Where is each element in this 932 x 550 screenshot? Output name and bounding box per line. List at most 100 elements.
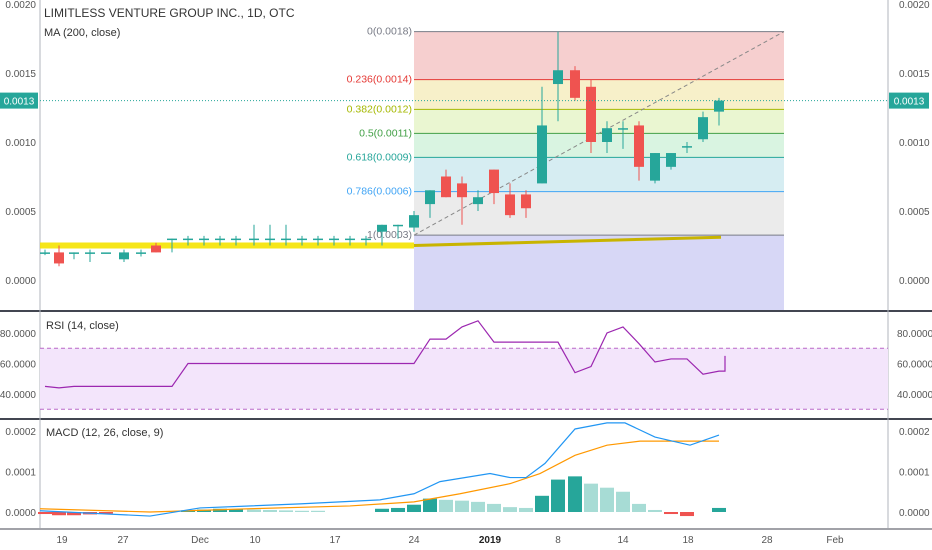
candle-body: [215, 238, 225, 241]
symbol-title: LIMITLESS VENTURE GROUP INC., 1D, OTC: [44, 6, 295, 20]
candle-body: [553, 70, 563, 85]
macd-histogram-bar: [664, 512, 678, 515]
macd-histogram-bar: [52, 512, 66, 516]
time-axis-label: 8: [555, 535, 561, 546]
macd-histogram-bar: [584, 483, 598, 512]
candle-body: [505, 194, 515, 216]
ma-legend: MA (200, close): [44, 27, 121, 39]
current-price-badge-left: [0, 92, 38, 109]
candle-body: [682, 146, 692, 148]
candle-body: [393, 224, 403, 227]
macd-histogram-bar: [680, 512, 694, 517]
fib-zone: [414, 31, 784, 80]
fib-zone: [414, 109, 784, 134]
current-price-badge-text: 0.0013: [4, 97, 35, 108]
macd-histogram-bar: [648, 509, 662, 512]
macd-histogram-bar: [616, 491, 630, 512]
candle-body: [151, 245, 161, 253]
candle-body: [409, 215, 419, 228]
time-axis-label: 17: [329, 535, 341, 546]
macd-histogram-bar: [263, 509, 277, 512]
candle-body: [119, 252, 129, 260]
candle-body: [441, 176, 451, 198]
macd-line: [39, 422, 720, 517]
time-axis-label: Feb: [826, 535, 844, 546]
macd-histogram-bar: [375, 508, 389, 512]
price-axis-tick-right: 0.0015: [899, 69, 930, 80]
candle-body: [265, 238, 275, 241]
candle-body: [249, 238, 259, 241]
fib-zone-extension: [414, 235, 784, 310]
rsi-band: [40, 348, 888, 410]
time-axis-label: 10: [249, 535, 261, 546]
rsi-line: [44, 320, 726, 389]
rsi-axis-tick-right: 40.0000: [897, 390, 932, 401]
rsi-axis-tick-left: 80.0000: [0, 329, 36, 340]
price-axis-tick-left: 0.0015: [5, 69, 36, 80]
candle-body: [85, 252, 95, 254]
macd-axis-tick-left: 0.0002: [5, 427, 36, 438]
macd-histogram-bar: [423, 498, 437, 512]
macd-legend: MACD (12, 26, close, 9): [46, 427, 164, 439]
time-axis-label: 14: [617, 535, 629, 546]
fib-zone: [414, 157, 784, 192]
time-axis-label: 2019: [479, 535, 502, 546]
time-axis-label: 27: [117, 535, 129, 546]
macd-histogram-bar: [600, 487, 614, 512]
candle-body: [634, 125, 644, 167]
macd-histogram-bar: [535, 495, 549, 512]
price-axis-tick-right: 0.0005: [899, 207, 930, 218]
price-axis-tick-right: 0.0010: [899, 138, 930, 149]
candle-body: [297, 238, 307, 241]
candle-body: [167, 238, 177, 241]
fib-level-label: 0.786(0.0006): [347, 186, 412, 198]
candle-body: [40, 252, 50, 254]
macd-histogram-bar: [311, 510, 325, 512]
macd-histogram-bar: [455, 500, 469, 512]
macd-histogram-bar: [519, 507, 533, 512]
fib-zone: [414, 79, 784, 110]
time-axis-label: 24: [408, 535, 420, 546]
time-axis-label: 18: [682, 535, 694, 546]
time-axis-label: 28: [761, 535, 773, 546]
candle-body: [101, 252, 111, 254]
candle-body: [521, 194, 531, 209]
rsi-axis-tick-left: 60.0000: [0, 360, 36, 371]
candle-body: [602, 128, 612, 142]
candle-body: [714, 100, 724, 112]
candle-body: [281, 238, 291, 241]
candle-body: [425, 190, 435, 205]
time-axis-label: Dec: [191, 535, 209, 546]
rsi-axis-tick-right: 60.0000: [897, 360, 932, 371]
candle-body: [570, 70, 580, 98]
macd-histogram-bar: [391, 507, 405, 512]
macd-histogram-bar: [439, 499, 453, 512]
price-axis-tick-left: 0.0020: [5, 0, 36, 11]
rsi-axis-tick-left: 40.0000: [0, 390, 36, 401]
price-axis-tick-left: 0.0010: [5, 138, 36, 149]
candle-body: [329, 238, 339, 241]
macd-histogram-bar: [229, 509, 243, 512]
fib-level-label: 0.5(0.0011): [359, 127, 412, 139]
fib-zone: [414, 133, 784, 158]
price-axis-tick-left: 0.0000: [5, 276, 36, 287]
time-axis-label: 19: [56, 535, 68, 546]
fib-level-label: 1(0.0003): [367, 229, 412, 241]
price-axis-tick-right: 0.0020: [899, 0, 930, 11]
fib-level-label: 0.382(0.0012): [347, 103, 412, 115]
macd-histogram-bar: [67, 512, 81, 516]
candle-body: [457, 183, 467, 198]
macd-axis-tick-right: 0.0001: [899, 468, 930, 479]
macd-axis-tick-right: 0.0000: [899, 508, 930, 519]
macd-histogram-bar: [295, 510, 309, 512]
macd-axis-tick-right: 0.0002: [899, 427, 930, 438]
candle-body: [489, 169, 499, 194]
current-price-badge-right: [889, 92, 929, 109]
macd-histogram-bar: [279, 510, 293, 512]
candle-body: [183, 238, 193, 241]
candle-body: [231, 238, 241, 241]
price-axis-tick-right: 0.0000: [899, 276, 930, 287]
macd-histogram-bar: [551, 479, 565, 512]
